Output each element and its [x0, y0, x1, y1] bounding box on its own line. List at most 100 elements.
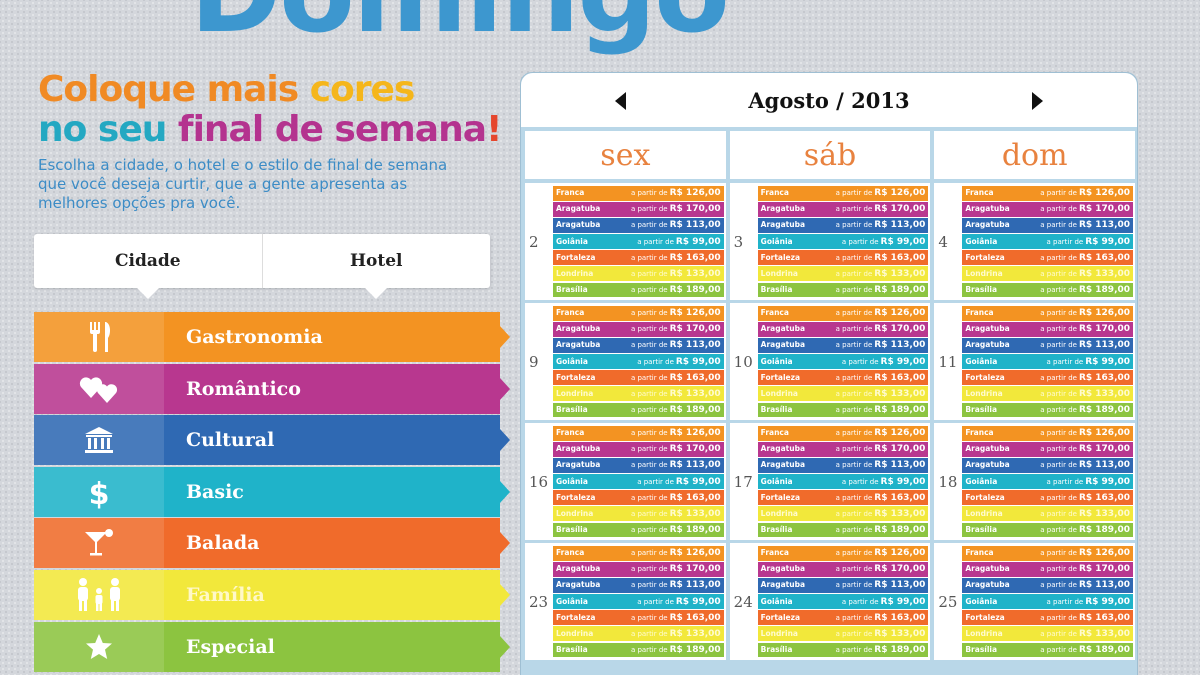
- calendar-day-cell[interactable]: 2 Franca a partir de R$ 126,00 Aragatuba a pa…: [525, 183, 726, 300]
- offer-item[interactable]: Fortaleza a partir de R$ 163,00: [553, 490, 724, 505]
- offer-item[interactable]: Aragatuba a partir de R$ 170,00: [757, 562, 929, 577]
- calendar-day-cell[interactable]: 11 Franca a partir de R$ 126,00 Aragatuba a p…: [934, 303, 1136, 420]
- calendar-day-cell[interactable]: 18 Franca a partir de R$ 126,00 Aragatuba a p…: [934, 423, 1136, 540]
- offer-item[interactable]: Aragatuba a partir de R$ 113,00: [757, 458, 929, 473]
- offer-item[interactable]: Aragatuba a partir de R$ 113,00: [757, 218, 929, 233]
- offer-item[interactable]: Brasília a partir de R$ 189,00: [962, 282, 1134, 298]
- offer-item[interactable]: Goiânia a partir de R$ 99,00: [757, 354, 929, 369]
- calendar-day-cell[interactable]: 10 Franca a partir de R$ 126,00 Aragatuba a p…: [729, 303, 931, 420]
- hotel-dropdown[interactable]: Hotel: [261, 234, 491, 299]
- offer-item[interactable]: Fortaleza a partir de R$ 163,00: [553, 370, 724, 385]
- offer-item[interactable]: Londrina a partir de R$ 133,00: [757, 386, 929, 402]
- offer-item[interactable]: Franca a partir de R$ 126,00: [962, 186, 1134, 201]
- offer-item[interactable]: Brasília a partir de R$ 189,00: [962, 402, 1134, 418]
- calendar-day-cell[interactable]: 24 Franca a partir de R$ 126,00 Aragatuba a p…: [729, 543, 931, 660]
- offer-item[interactable]: Franca a partir de R$ 126,00: [962, 306, 1134, 321]
- calendar-day-cell[interactable]: 16 Franca a partir de R$ 126,00 Aragatuba a p…: [525, 423, 726, 540]
- offer-item[interactable]: Londrina a partir de R$ 133,00: [757, 506, 929, 522]
- style-option-balada[interactable]: Balada: [34, 518, 510, 569]
- offer-item[interactable]: Goiânia a partir de R$ 99,00: [553, 234, 724, 249]
- offer-item[interactable]: Fortaleza a partir de R$ 163,00: [757, 250, 929, 265]
- offer-item[interactable]: Brasília a partir de R$ 189,00: [962, 522, 1134, 538]
- offer-item[interactable]: Londrina a partir de R$ 133,00: [962, 626, 1134, 642]
- style-option-romantico[interactable]: Romântico: [34, 363, 510, 414]
- offer-item[interactable]: Aragatuba a partir de R$ 113,00: [553, 218, 724, 233]
- offer-item[interactable]: Brasília a partir de R$ 189,00: [553, 522, 724, 538]
- offer-item[interactable]: Aragatuba a partir de R$ 170,00: [962, 442, 1134, 457]
- calendar-day-cell[interactable]: 4 Franca a partir de R$ 126,00 Aragatuba a pa…: [934, 183, 1136, 300]
- offer-item[interactable]: Fortaleza a partir de R$ 163,00: [757, 370, 929, 385]
- offer-item[interactable]: Goiânia a partir de R$ 99,00: [757, 474, 929, 489]
- offer-item[interactable]: Brasília a partir de R$ 189,00: [757, 402, 929, 418]
- offer-item[interactable]: Fortaleza a partir de R$ 163,00: [962, 610, 1134, 625]
- city-dropdown[interactable]: Cidade: [34, 234, 262, 299]
- style-option-gastronomia[interactable]: Gastronomia: [34, 312, 510, 362]
- next-month-arrow-icon[interactable]: [1032, 92, 1043, 110]
- offer-item[interactable]: Aragatuba a partir de R$ 113,00: [553, 458, 724, 473]
- offer-item[interactable]: Goiânia a partir de R$ 99,00: [553, 474, 724, 489]
- offer-item[interactable]: Franca a partir de R$ 126,00: [553, 546, 724, 561]
- offer-item[interactable]: Fortaleza a partir de R$ 163,00: [962, 370, 1134, 385]
- offer-item[interactable]: Brasília a partir de R$ 189,00: [757, 522, 929, 538]
- offer-item[interactable]: Franca a partir de R$ 126,00: [962, 546, 1134, 561]
- offer-item[interactable]: Aragatuba a partir de R$ 170,00: [757, 322, 929, 337]
- offer-item[interactable]: Londrina a partir de R$ 133,00: [553, 626, 724, 642]
- offer-item[interactable]: Franca a partir de R$ 126,00: [757, 546, 929, 561]
- offer-item[interactable]: Aragatuba a partir de R$ 113,00: [553, 578, 724, 593]
- offer-item[interactable]: Goiânia a partir de R$ 99,00: [757, 594, 929, 609]
- offer-item[interactable]: Fortaleza a partir de R$ 163,00: [553, 250, 724, 265]
- offer-item[interactable]: Aragatuba a partir de R$ 170,00: [553, 322, 724, 337]
- offer-item[interactable]: Aragatuba a partir de R$ 170,00: [962, 562, 1134, 577]
- offer-item[interactable]: Franca a partir de R$ 126,00: [553, 186, 724, 201]
- offer-item[interactable]: Franca a partir de R$ 126,00: [757, 426, 929, 441]
- offer-item[interactable]: Brasília a partir de R$ 189,00: [553, 642, 724, 658]
- offer-item[interactable]: Aragatuba a partir de R$ 170,00: [962, 322, 1134, 337]
- offer-item[interactable]: Aragatuba a partir de R$ 113,00: [962, 218, 1134, 233]
- offer-item[interactable]: Londrina a partir de R$ 133,00: [553, 506, 724, 522]
- offer-item[interactable]: Franca a partir de R$ 126,00: [757, 306, 929, 321]
- offer-item[interactable]: Aragatuba a partir de R$ 113,00: [962, 578, 1134, 593]
- style-option-especial[interactable]: Especial: [34, 621, 510, 672]
- offer-item[interactable]: Fortaleza a partir de R$ 163,00: [757, 610, 929, 625]
- offer-item[interactable]: Londrina a partir de R$ 133,00: [962, 386, 1134, 402]
- offer-item[interactable]: Aragatuba a partir de R$ 113,00: [553, 338, 724, 353]
- calendar-day-cell[interactable]: 9 Franca a partir de R$ 126,00 Aragatuba a pa…: [525, 303, 726, 420]
- offer-item[interactable]: Fortaleza a partir de R$ 163,00: [553, 610, 724, 625]
- offer-item[interactable]: Brasília a partir de R$ 189,00: [757, 642, 929, 658]
- offer-item[interactable]: Goiânia a partir de R$ 99,00: [553, 594, 724, 609]
- offer-item[interactable]: Londrina a partir de R$ 133,00: [757, 266, 929, 282]
- prev-month-arrow-icon[interactable]: [615, 92, 626, 110]
- offer-item[interactable]: Goiânia a partir de R$ 99,00: [962, 474, 1134, 489]
- offer-item[interactable]: Brasília a partir de R$ 189,00: [962, 642, 1134, 658]
- offer-item[interactable]: Goiânia a partir de R$ 99,00: [962, 354, 1134, 369]
- offer-item[interactable]: Franca a partir de R$ 126,00: [553, 426, 724, 441]
- offer-item[interactable]: Aragatuba a partir de R$ 170,00: [553, 562, 724, 577]
- style-option-familia[interactable]: Família: [34, 569, 510, 620]
- offer-item[interactable]: Aragatuba a partir de R$ 113,00: [962, 458, 1134, 473]
- offer-item[interactable]: Aragatuba a partir de R$ 170,00: [962, 202, 1134, 217]
- offer-item[interactable]: Aragatuba a partir de R$ 170,00: [757, 442, 929, 457]
- offer-item[interactable]: Aragatuba a partir de R$ 113,00: [757, 578, 929, 593]
- calendar-day-cell[interactable]: 17 Franca a partir de R$ 126,00 Aragatuba a p…: [729, 423, 931, 540]
- offer-item[interactable]: Goiânia a partir de R$ 99,00: [962, 234, 1134, 249]
- offer-item[interactable]: Goiânia a partir de R$ 99,00: [962, 594, 1134, 609]
- calendar-day-cell[interactable]: 3 Franca a partir de R$ 126,00 Aragatuba a pa…: [729, 183, 931, 300]
- style-option-cultural[interactable]: Cultural: [34, 415, 510, 466]
- offer-item[interactable]: Brasília a partir de R$ 189,00: [757, 282, 929, 298]
- offer-item[interactable]: Fortaleza a partir de R$ 163,00: [757, 490, 929, 505]
- offer-item[interactable]: Goiânia a partir de R$ 99,00: [757, 234, 929, 249]
- offer-item[interactable]: Fortaleza a partir de R$ 163,00: [962, 250, 1134, 265]
- calendar-day-cell[interactable]: 23 Franca a partir de R$ 126,00 Aragatuba a p…: [525, 543, 726, 660]
- offer-item[interactable]: Londrina a partir de R$ 133,00: [553, 266, 724, 282]
- offer-item[interactable]: Brasília a partir de R$ 189,00: [553, 282, 724, 298]
- offer-item[interactable]: Franca a partir de R$ 126,00: [553, 306, 724, 321]
- offer-item[interactable]: Aragatuba a partir de R$ 170,00: [553, 202, 724, 217]
- style-option-basic[interactable]: $ Basic: [34, 466, 510, 517]
- offer-item[interactable]: Aragatuba a partir de R$ 113,00: [962, 338, 1134, 353]
- offer-item[interactable]: Londrina a partir de R$ 133,00: [962, 506, 1134, 522]
- offer-item[interactable]: Aragatuba a partir de R$ 170,00: [553, 442, 724, 457]
- offer-item[interactable]: Londrina a partir de R$ 133,00: [553, 386, 724, 402]
- offer-item[interactable]: Londrina a partir de R$ 133,00: [962, 266, 1134, 282]
- offer-item[interactable]: Goiânia a partir de R$ 99,00: [553, 354, 724, 369]
- calendar-day-cell[interactable]: 25 Franca a partir de R$ 126,00 Aragatuba a p…: [934, 543, 1136, 660]
